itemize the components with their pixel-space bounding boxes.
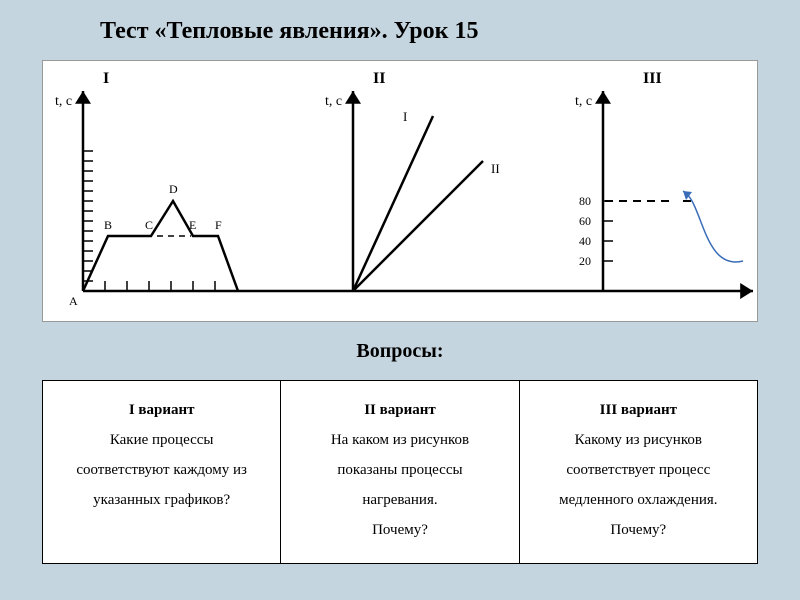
variant-line: Какие процессы [110, 432, 214, 448]
variant-line: соответствуют каждому из [76, 462, 247, 478]
variants-table: I вариант Какие процессы соответствуют к… [42, 380, 758, 564]
page: Тест «Тепловые явления». Урок 15 IIIIIIt… [0, 0, 800, 600]
svg-text:II: II [491, 161, 500, 176]
variant-cell-2: II вариант На каком из рисунков показаны… [281, 381, 519, 563]
variant-head: II вариант [364, 402, 436, 418]
svg-text:III: III [643, 70, 662, 87]
variant-line: указанных графиков? [93, 492, 230, 508]
charts-svg: IIIIIIt, cABCDEFt, cIIIt, c20406080 [43, 61, 757, 321]
variant-head: III вариант [600, 402, 677, 418]
variant-line: медленного охлаждения. [559, 492, 717, 508]
variant-line: нагревания. [362, 492, 437, 508]
svg-text:B: B [104, 218, 112, 232]
svg-text:A: A [69, 294, 78, 308]
questions-heading: Вопросы: [0, 340, 800, 363]
svg-text:t, c: t, c [575, 94, 592, 109]
svg-text:I: I [403, 109, 407, 124]
variant-cell-3: III вариант Какому из рисунков соответст… [520, 381, 757, 563]
svg-text:E: E [189, 218, 196, 232]
svg-text:80: 80 [579, 194, 591, 208]
svg-text:D: D [169, 182, 178, 196]
svg-text:II: II [373, 70, 385, 87]
chart-panel: IIIIIIt, cABCDEFt, cIIIt, c20406080 [42, 60, 758, 322]
svg-text:I: I [103, 70, 109, 87]
svg-text:40: 40 [579, 234, 591, 248]
variant-line: На каком из рисунков [331, 432, 469, 448]
variant-line: Почему? [610, 522, 666, 538]
variant-line: Почему? [372, 522, 428, 538]
variant-line: показаны процессы [337, 462, 462, 478]
page-title: Тест «Тепловые явления». Урок 15 [100, 18, 478, 45]
variant-cell-1: I вариант Какие процессы соответствуют к… [43, 381, 281, 563]
svg-text:60: 60 [579, 214, 591, 228]
svg-text:F: F [215, 218, 222, 232]
variant-line: Какому из рисунков [575, 432, 702, 448]
svg-text:20: 20 [579, 254, 591, 268]
variant-line: соответствует процесс [566, 462, 710, 478]
svg-text:t, c: t, c [55, 94, 72, 109]
svg-text:t, c: t, c [325, 94, 342, 109]
variant-head: I вариант [129, 402, 195, 418]
svg-text:C: C [145, 218, 153, 232]
